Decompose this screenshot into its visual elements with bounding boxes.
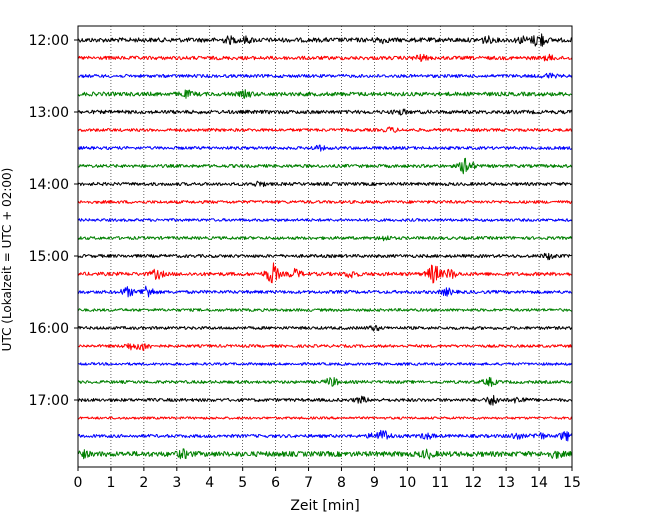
y-tick-label: 13:00 <box>29 105 69 121</box>
trace-1415 <box>77 200 573 204</box>
y-tick-label: 14:00 <box>29 177 69 193</box>
trace-1315 <box>77 126 573 133</box>
y-axis-ticks: 12:00 13:00 14:00 15:00 16:00 17:00 <box>29 33 78 409</box>
trace-1515 <box>77 262 573 284</box>
y-tick-label: 12:00 <box>29 33 69 49</box>
trace-1230 <box>77 72 573 79</box>
trace-1545 <box>77 308 573 312</box>
x-tick-label: 7 <box>304 475 313 491</box>
trace-1645 <box>77 376 573 387</box>
seismogram-traces <box>77 33 573 460</box>
x-tick-label: 9 <box>370 475 379 491</box>
x-tick-label: 13 <box>497 475 515 491</box>
x-axis-ticks: 0 1 2 3 4 5 6 7 8 9 10 11 12 13 14 15 <box>74 467 581 491</box>
plot-frame <box>77 25 573 468</box>
y-tick-label: 16:00 <box>29 321 69 337</box>
x-tick-label: 0 <box>74 475 83 491</box>
trace-1430 <box>77 218 573 222</box>
y-tick-label: 17:00 <box>29 393 69 409</box>
trace-1445 <box>77 235 573 242</box>
x-tick-label: 12 <box>464 475 482 491</box>
trace-1615 <box>77 342 573 352</box>
trace-1715 <box>77 416 573 420</box>
trace-1330 <box>77 144 573 152</box>
x-tick-label: 14 <box>530 475 548 491</box>
x-tick-label: 5 <box>238 475 247 491</box>
trace-1630 <box>77 362 573 366</box>
x-tick-label: 8 <box>337 475 346 491</box>
y-tick-label: 15:00 <box>29 249 69 265</box>
trace-1500 <box>77 252 573 261</box>
trace-1215 <box>77 53 573 63</box>
y-axis-label: UTC (Lokalzeit = UTC + 02:00) <box>0 168 14 352</box>
trace-1345 <box>77 157 573 175</box>
trace-1200 <box>77 33 573 47</box>
trace-1300 <box>77 108 573 116</box>
trace-1700 <box>77 394 573 406</box>
x-axis-label: Zeit [min] <box>290 498 359 514</box>
trace-1730 <box>77 429 573 442</box>
x-tick-label: 10 <box>398 475 416 491</box>
x-tick-label: 15 <box>563 475 581 491</box>
trace-1530 <box>77 285 573 298</box>
trace-1400 <box>77 180 573 188</box>
trace-1245 <box>77 89 573 99</box>
trace-1600 <box>77 324 573 332</box>
x-tick-label: 3 <box>172 475 181 491</box>
x-tick-label: 4 <box>205 475 214 491</box>
x-tick-label: 6 <box>271 475 280 491</box>
x-tick-label: 1 <box>106 475 115 491</box>
x-tick-label: 11 <box>431 475 449 491</box>
x-tick-label: 2 <box>139 475 148 491</box>
trace-1745 <box>77 448 573 460</box>
